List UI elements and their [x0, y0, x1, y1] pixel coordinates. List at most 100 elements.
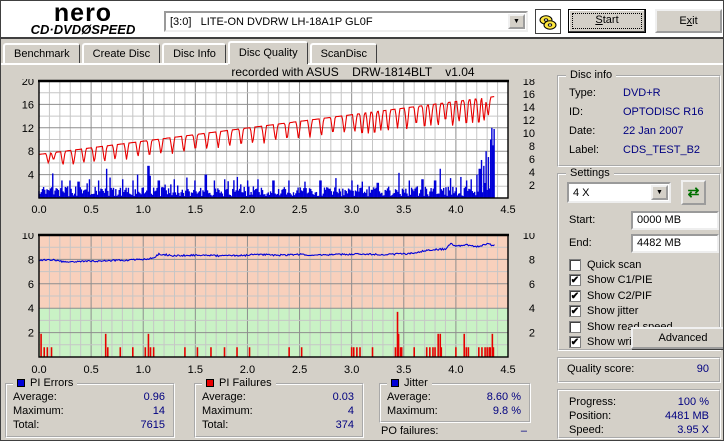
stat-row: Average: 0.03	[196, 391, 362, 406]
pi-errors-legend-swatch	[17, 379, 25, 387]
start-button-label: Start	[595, 14, 619, 26]
svg-text:0.0: 0.0	[31, 204, 46, 216]
svg-text:3.0: 3.0	[344, 364, 359, 376]
exit-button[interactable]: Exit	[655, 9, 722, 33]
quality-score-value: 90	[696, 363, 709, 375]
stat-row-value: 8.60 %	[486, 391, 521, 403]
pi-errors-stats-title: PI Errors	[30, 377, 74, 389]
svg-text:4.0: 4.0	[448, 364, 463, 376]
advanced-button[interactable]: Advanced	[631, 327, 723, 349]
eject-button[interactable]	[535, 9, 561, 34]
pi-errors-stats-box: PI Errors Average: 0.96 Maximum: 14 Total: 76…	[5, 377, 175, 438]
start-button[interactable]: Start	[568, 9, 646, 33]
svg-text:6: 6	[529, 154, 535, 166]
stat-row-label: Average:	[202, 391, 246, 403]
drive-select[interactable]: [3:0] LITE-ON DVDRW LH-18A1P GL0F ▼	[164, 11, 528, 32]
svg-text:4: 4	[28, 303, 34, 315]
disc-info-row: ID: OPTODISC R16	[559, 106, 719, 121]
stat-row-label: Total:	[13, 419, 40, 431]
progress-row: Speed: 3.95 X	[559, 424, 719, 439]
checkbox-box[interactable]: ✔	[569, 274, 581, 286]
stat-row-label: Maximum:	[387, 405, 438, 417]
stat-row: Average: 8.60 %	[381, 391, 529, 406]
settings-title: Settings	[566, 167, 614, 179]
checkbox-label: Show C1/PIE	[587, 274, 653, 286]
refresh-button[interactable]: ⇄	[681, 180, 706, 205]
checkbox-box[interactable]: ✔	[569, 336, 581, 348]
jitter-stats-title: Jitter	[404, 377, 428, 389]
logo-nero-text: nero	[53, 0, 113, 27]
chevron-down-icon[interactable]: ▼	[508, 14, 525, 29]
po-failures-row: PO failures: –	[381, 425, 527, 437]
stat-row: Total: 374	[196, 419, 362, 434]
pi-failures-legend-swatch	[206, 379, 214, 387]
svg-text:4: 4	[529, 303, 535, 315]
refresh-arrows-icon: ⇄	[687, 184, 700, 200]
svg-text:2.5: 2.5	[292, 364, 307, 376]
disc-info-row-label: Date:	[569, 125, 596, 137]
svg-text:6: 6	[28, 279, 34, 291]
svg-text:12: 12	[523, 115, 535, 127]
start-mb-input[interactable]: 0000 MB	[631, 211, 719, 230]
svg-text:16: 16	[523, 89, 535, 101]
checkbox-show-c1-pie[interactable]: ✔ Show C1/PIE	[569, 273, 652, 288]
svg-text:14: 14	[523, 102, 535, 114]
disc-info-row-value: 22 Jan 2007	[623, 125, 684, 137]
scan-speed-value: 4 X	[573, 186, 590, 199]
svg-text:8: 8	[529, 141, 535, 153]
stat-row: Maximum: 9.8 %	[381, 405, 529, 420]
checkbox-box[interactable]	[569, 258, 581, 271]
eject-discs-icon	[539, 14, 557, 30]
tab-create-disc[interactable]: Create Disc	[81, 43, 161, 63]
svg-text:1.0: 1.0	[136, 364, 151, 376]
pi-failures-stats-title: PI Failures	[219, 377, 272, 389]
svg-text:8: 8	[529, 254, 535, 266]
stat-row-value: 9.8 %	[492, 405, 521, 417]
tab-benchmark[interactable]: Benchmark	[3, 43, 80, 63]
checkbox-box[interactable]	[569, 320, 581, 333]
progress-row: Position: 4481 MB	[559, 410, 719, 425]
svg-text:3.0: 3.0	[344, 204, 359, 216]
checkbox-show-c2-pif[interactable]: ✔ Show C2/PIF	[569, 288, 652, 303]
checkbox-box[interactable]: ✔	[569, 305, 581, 317]
checkbox-show-jitter[interactable]: ✔ Show jitter	[569, 304, 638, 319]
svg-text:4: 4	[28, 170, 34, 182]
svg-text:0.5: 0.5	[83, 204, 98, 216]
stat-row-value: 0.96	[143, 391, 165, 403]
checkbox-label: Show C2/PIF	[587, 289, 652, 302]
tab-disc-quality[interactable]: Disc Quality	[227, 41, 308, 64]
po-failures-value: –	[520, 425, 527, 437]
chevron-down-icon[interactable]: ▼	[651, 185, 668, 200]
disc-info-group: Disc info Type: DVD+R ID: OPTODISC R16 Date:…	[557, 69, 721, 167]
disc-info-row-value: OPTODISC R16	[623, 106, 704, 118]
checkbox-box[interactable]: ✔	[569, 289, 581, 302]
scan-speed-select[interactable]: 4 X ▼	[567, 182, 671, 203]
stat-row-value: 7615	[140, 419, 165, 431]
checkbox-quick-scan[interactable]: Quick scan	[569, 257, 641, 272]
stat-row-value: 14	[152, 405, 165, 417]
jitter-legend-swatch	[391, 379, 399, 387]
checkbox-label: Quick scan	[587, 258, 642, 271]
svg-text:10: 10	[22, 233, 34, 242]
disc-info-row: Type: DVD+R	[559, 87, 719, 102]
start-mb-label: Start:	[569, 214, 596, 226]
end-mb-input[interactable]: 4482 MB	[631, 234, 719, 253]
checkbox-label: Show jitter	[587, 305, 639, 317]
tab-disc-info[interactable]: Disc Info	[162, 43, 226, 63]
svg-text:16: 16	[22, 99, 34, 111]
progress-row-label: Speed:	[569, 424, 604, 436]
stat-row-value: 4	[347, 405, 354, 417]
quality-score-box: Quality score: 90	[557, 357, 721, 383]
svg-text:4: 4	[529, 167, 535, 179]
pi-failures-stats-box: PI Failures Average: 0.03 Maximum: 4 Total: 3…	[194, 377, 364, 438]
svg-text:3.5: 3.5	[396, 364, 411, 376]
svg-text:0.5: 0.5	[83, 364, 98, 376]
tab-scandisc[interactable]: ScanDisc	[309, 43, 378, 63]
progress-row-value: 100 %	[677, 396, 709, 408]
svg-text:1.5: 1.5	[188, 204, 203, 216]
po-failures-label: PO failures:	[381, 425, 439, 437]
svg-text:10: 10	[523, 128, 535, 140]
top-toolbar: nero CD·DVDØSPEED [3:0] LITE-ON DVDRW LH…	[1, 0, 723, 39]
svg-text:6: 6	[529, 279, 535, 291]
